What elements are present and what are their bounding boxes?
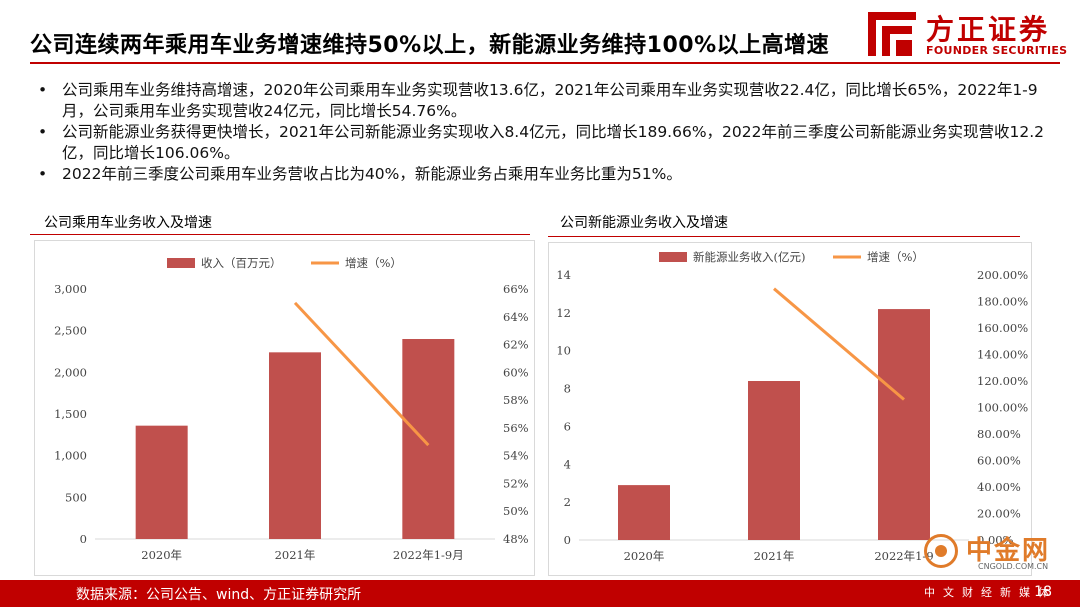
y-left-tick-label: 10 — [556, 344, 571, 358]
y-right-tick-label: 58% — [503, 393, 529, 407]
bullet-item: 公司新能源业务获得更快增长，2021年公司新能源业务实现收入8.4亿元，同比增长… — [38, 122, 1048, 164]
y-left-tick-label: 0 — [564, 533, 571, 547]
bar — [618, 485, 670, 540]
chart1-rule — [30, 234, 530, 235]
chart2-svg: 024681012140.00%20.00%40.00%60.00%80.00%… — [556, 250, 1028, 563]
x-tick-label: 2020年 — [624, 549, 665, 563]
bar — [135, 425, 188, 539]
legend-swatch-bar — [167, 258, 195, 268]
footer-bar: 数据来源：公司公告、wind、方正证券研究所 中文财经新媒体 18 — [0, 580, 1080, 607]
page-number: 18 — [1034, 584, 1052, 600]
y-right-tick-label: 62% — [503, 338, 529, 352]
y-right-tick-label: 100.00% — [977, 401, 1028, 415]
y-left-tick-label: 12 — [556, 306, 571, 320]
y-left-tick-label: 3,000 — [54, 282, 87, 296]
y-right-tick-label: 20.00% — [977, 507, 1021, 521]
series-line-growth — [293, 301, 430, 447]
y-right-tick-label: 66% — [503, 282, 529, 296]
chart2-rule — [548, 236, 1020, 237]
bar — [878, 309, 930, 540]
page-title: 公司连续两年乘用车业务增速维持50%以上，新能源业务维持100%以上高增速 — [30, 33, 830, 58]
y-left-tick-label: 500 — [65, 490, 87, 504]
x-tick-label: 2021年 — [275, 548, 316, 562]
chart1-panel: 0 500 1,000 1,500 2,000 2,500 3,000 48% 50% 52% 54… — [34, 240, 535, 576]
x-tick-label: 2022年1-9月 — [393, 548, 464, 562]
y-left-tick-label: 2,000 — [54, 365, 87, 379]
chart1-svg: 0 500 1,000 1,500 2,000 2,500 3,000 48% 50% 52% 54… — [54, 256, 529, 562]
founder-logo-icon — [868, 12, 916, 56]
y-right-tick-label: 40.00% — [977, 480, 1021, 494]
cngold-watermark: 中金网 CNGOLD.COM.CN — [920, 528, 1070, 578]
y-left-tick-label: 2 — [564, 495, 571, 509]
watermark-cn: 中金网 — [966, 536, 1051, 566]
bullet-item: 2022年前三季度公司乘用车业务营收占比为40%，新能源业务占乘用车业务比重为5… — [38, 164, 1048, 185]
y-left-tick-label: 1,500 — [54, 407, 87, 421]
legend-swatch-bar — [659, 252, 687, 262]
y-right-tick-label: 56% — [503, 421, 529, 435]
logo-cn: 方正证券 — [926, 13, 1051, 46]
y-right-tick-label: 60.00% — [977, 454, 1021, 468]
series-line-growth — [773, 287, 905, 401]
bullet-list: 公司乘用车业务维持高增速，2020年公司乘用车业务实现营收13.6亿，2021年… — [38, 80, 1048, 185]
data-source: 数据来源：公司公告、wind、方正证券研究所 — [76, 587, 362, 603]
y-right-tick-label: 120.00% — [977, 374, 1028, 388]
y-right-tick-label: 54% — [503, 449, 529, 463]
bar — [748, 381, 800, 540]
y-right-tick-label: 0.00% — [977, 533, 1014, 547]
y-left-tick-label: 0 — [80, 532, 87, 546]
legend-label-bar: 新能源业务收入(亿元) — [693, 250, 805, 264]
y-right-tick-label: 200.00% — [977, 268, 1028, 282]
legend-label-bar: 收入（百万元） — [201, 256, 282, 270]
legend-label-line: 增速（%） — [345, 256, 402, 270]
y-right-tick-label: 52% — [503, 476, 529, 490]
bullet-item: 公司乘用车业务维持高增速，2020年公司乘用车业务实现营收13.6亿，2021年… — [38, 80, 1048, 122]
watermark-domain: CNGOLD.COM.CN — [978, 562, 1049, 571]
y-left-tick-label: 1,000 — [54, 449, 87, 463]
watermark-slogan: 中文财经新媒体 — [924, 586, 1057, 599]
y-right-tick-label: 64% — [503, 310, 529, 324]
y-right-tick-label: 140.00% — [977, 348, 1028, 362]
y-right-tick-label: 50% — [503, 504, 529, 518]
y-left-tick-label: 14 — [556, 268, 571, 282]
y-right-tick-label: 160.00% — [977, 321, 1028, 335]
chart2-title: 公司新能源业务收入及增速 — [560, 215, 728, 231]
y-left-tick-label: 8 — [564, 382, 571, 396]
y-right-tick-label: 60% — [503, 365, 529, 379]
founder-logo: 方正证券 FOUNDER SECURITIES — [868, 8, 1068, 60]
y-left-tick-label: 6 — [564, 419, 571, 433]
logo-en: FOUNDER SECURITIES — [926, 44, 1068, 57]
y-right-tick-label: 48% — [503, 532, 529, 546]
cngold-logo-icon — [924, 534, 958, 568]
x-tick-label: 2022年1-9 — [874, 549, 933, 563]
y-left-tick-label: 2,500 — [54, 324, 87, 338]
bar — [269, 352, 321, 539]
y-left-tick-label: 4 — [564, 457, 571, 471]
x-tick-label: 2021年 — [754, 549, 795, 563]
legend-label-line: 增速（%） — [867, 250, 924, 264]
x-tick-label: 2020年 — [141, 548, 182, 562]
y-right-tick-label: 80.00% — [977, 427, 1021, 441]
bar — [402, 339, 455, 539]
title-divider — [30, 62, 1060, 64]
y-right-tick-label: 180.00% — [977, 295, 1028, 309]
chart2-panel: 0 2 4 6 8 10 12 14 0.00% 20.00% 40.00% 60.00% 80.00%… — [548, 242, 1032, 576]
chart1-title: 公司乘用车业务收入及增速 — [44, 215, 212, 231]
